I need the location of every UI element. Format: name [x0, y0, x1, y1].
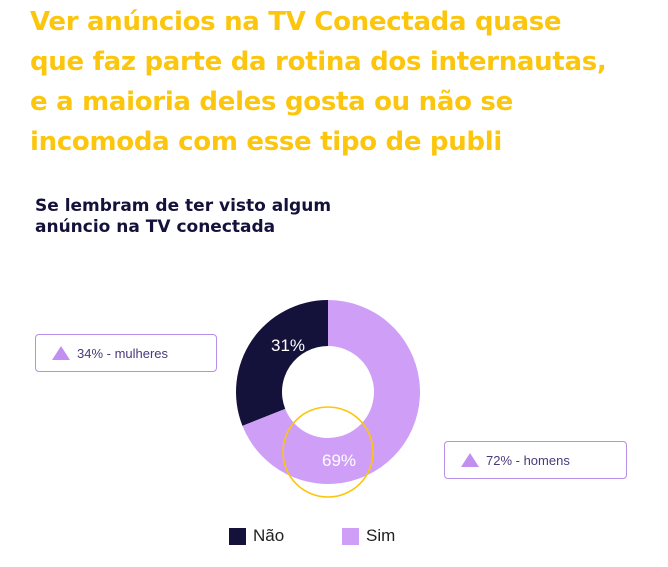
callout-men: 72% - homens [444, 441, 627, 479]
donut-slice-sim [242, 300, 420, 484]
headline-line: que faz parte da rotina dos internautas, [30, 47, 607, 77]
triangle-up-icon [461, 453, 479, 467]
slice-label-1: 69% [322, 451, 356, 470]
chart-title: Se lembram de ter visto algum anúncio na… [35, 196, 331, 238]
legend-label-sim: Sim [366, 526, 396, 545]
headline-line: incomoda com esse tipo de publi [30, 127, 502, 157]
callout-women-label: 34% - mulheres [77, 345, 169, 361]
headline-line: Ver anúncios na TV Conectada quase [30, 7, 562, 37]
legend-label-nao: Não [253, 526, 285, 545]
callout-women: 34% - mulheres [35, 334, 217, 372]
legend-swatch-nao [229, 527, 246, 545]
triangle-up-icon [52, 346, 70, 360]
chart-title-line: Se lembram de ter visto algum [35, 196, 332, 216]
slice-label-0: 31% [271, 336, 305, 355]
headline: Ver anúncios na TV Conectada quase que f… [30, 2, 660, 162]
legend-item-nao: Não [229, 526, 284, 546]
legend-swatch-sim [342, 527, 359, 545]
donut-slice-nao [235, 300, 328, 426]
headline-line: e a maioria deles gosta ou não se [30, 87, 513, 117]
chart-title-line: anúncio na TV conectada [35, 217, 276, 237]
legend-item-sim: Sim [342, 526, 395, 546]
callout-men-label: 72% - homens [486, 452, 570, 468]
highlight-circle [282, 406, 374, 498]
